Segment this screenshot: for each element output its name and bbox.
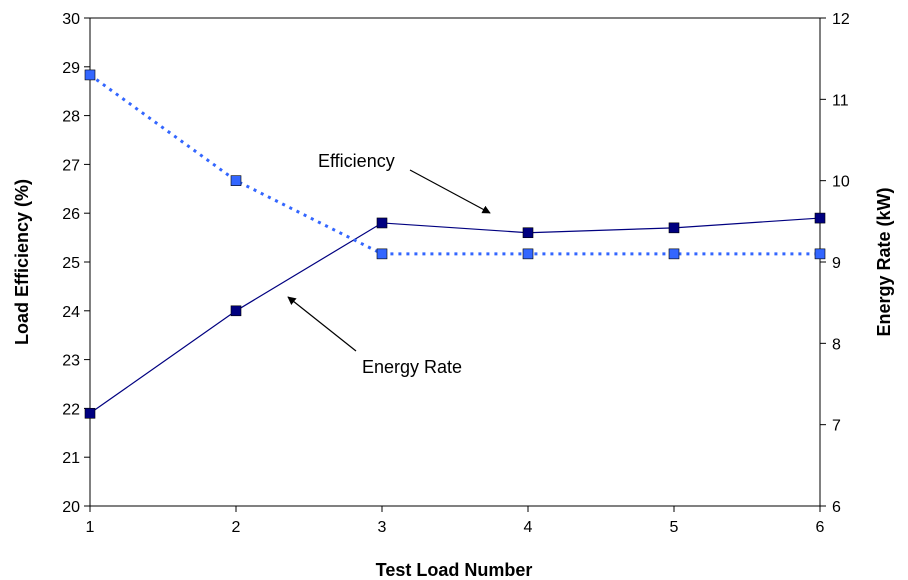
x-axis-title: Test Load Number: [376, 560, 533, 580]
y-tick-label: 24: [62, 304, 80, 321]
series-layer: [84, 69, 826, 419]
y2-tick-label: 10: [832, 174, 850, 191]
x-tick-label: 6: [816, 519, 825, 536]
data-point-efficiency: [230, 305, 242, 317]
y2-tick-label: 9: [832, 255, 841, 272]
y2-tick-label: 12: [832, 11, 850, 28]
annotation-energy-rate-label: Energy Rate: [362, 357, 462, 377]
annotation-efficiency-arrow: [409, 169, 491, 214]
y-axis-left: 20 21 22 23 24 25 26 27 28 29 30: [62, 11, 90, 516]
plot-area-border: [89, 17, 821, 507]
plot-frame: [89, 17, 821, 507]
x-tick-label: 2: [232, 519, 241, 536]
y-axis-right: 6 7 8 9 10 11 12: [820, 11, 850, 516]
data-point-energy_rate: [522, 248, 534, 260]
y2-tick-label: 6: [832, 499, 841, 516]
y-tick-label: 27: [62, 157, 80, 174]
data-point-energy_rate: [814, 248, 826, 260]
series-line-energy_rate: [89, 73, 820, 256]
data-point-energy_rate: [668, 248, 680, 260]
y2-tick-label: 11: [832, 92, 849, 109]
series-line-efficiency: [89, 217, 821, 414]
x-tick-label: 5: [670, 519, 679, 536]
y-tick-label: 30: [62, 11, 80, 28]
x-tick-label: 1: [86, 519, 95, 536]
y-axis-title: Load Efficiency (%): [12, 179, 32, 345]
y-tick-label: 29: [62, 60, 80, 77]
data-point-efficiency: [522, 227, 534, 239]
y-tick-label: 26: [62, 206, 80, 223]
y-tick-label: 20: [62, 499, 80, 516]
data-point-efficiency: [84, 407, 96, 419]
x-tick-label: 4: [524, 519, 533, 536]
data-point-energy_rate: [230, 175, 242, 186]
data-point-energy_rate: [84, 69, 96, 81]
y-tick-label: 21: [62, 450, 80, 467]
data-point-energy_rate: [376, 248, 388, 260]
y2-tick-label: 8: [832, 336, 841, 353]
y2-tick-label: 7: [832, 418, 841, 435]
x-axis: 1 2 3 4 5 6: [86, 506, 825, 536]
annotation-energy-rate-arrow: [287, 296, 357, 352]
y2-axis-title: Energy Rate (kW): [874, 187, 894, 336]
y-tick-label: 28: [62, 109, 80, 126]
y-tick-label: 22: [62, 401, 80, 418]
y-tick-label: 23: [62, 353, 80, 370]
x-tick-label: 3: [378, 519, 387, 536]
y-tick-label: 25: [62, 255, 80, 272]
data-point-efficiency: [814, 212, 826, 224]
annotation-efficiency-label: Efficiency: [318, 151, 395, 171]
data-point-efficiency: [376, 217, 388, 229]
data-point-efficiency: [668, 222, 680, 234]
